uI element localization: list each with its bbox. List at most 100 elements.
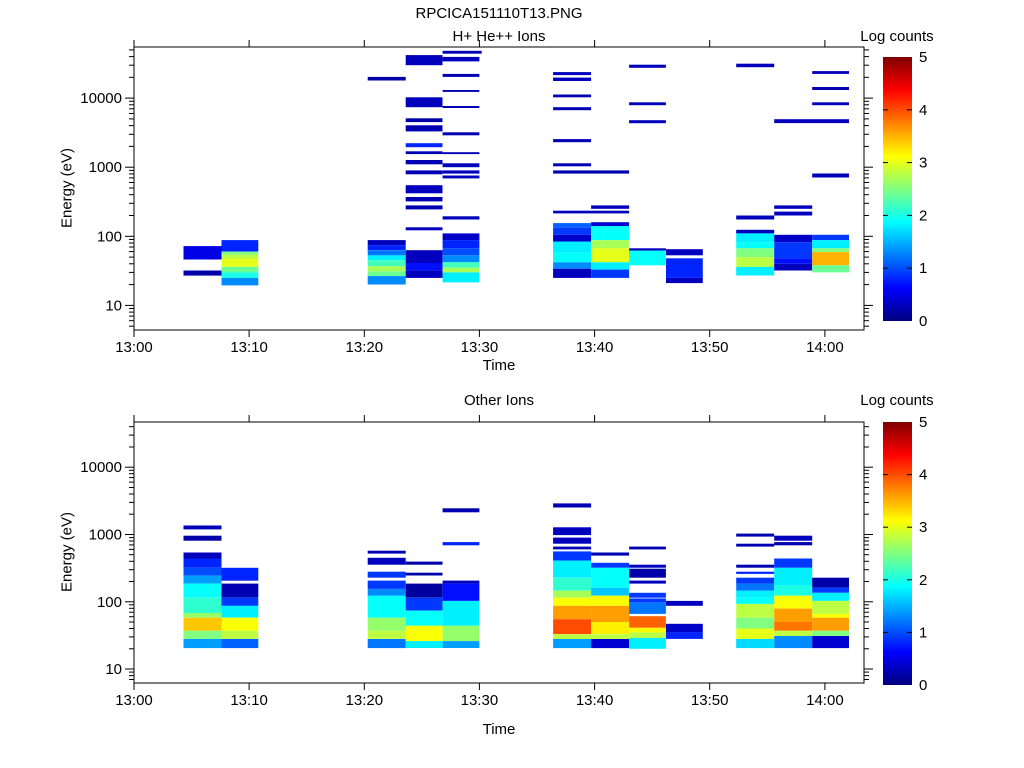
spectrogram-cell xyxy=(367,240,406,246)
panel2-title: Other Ions xyxy=(463,392,535,409)
spectrogram-cell xyxy=(442,106,480,108)
spectrogram-cell xyxy=(812,240,849,249)
spectrogram-cell xyxy=(553,546,592,550)
spectrogram-cell xyxy=(629,592,666,598)
spectrogram-cell xyxy=(367,255,406,261)
spectrogram-cell xyxy=(591,634,630,639)
spectrogram-cell xyxy=(812,71,849,74)
spectrogram-cell xyxy=(367,76,406,81)
spectrogram-cell xyxy=(405,625,443,642)
spectrogram-cell xyxy=(442,90,480,92)
spectrogram-cell xyxy=(774,205,813,209)
spectrogram-cell xyxy=(183,552,222,559)
spectrogram-cell xyxy=(774,542,813,546)
spectrogram-cell xyxy=(442,625,480,642)
spectrogram-cell xyxy=(736,233,775,243)
spectrogram-cell xyxy=(774,119,849,124)
spectrogram-cell xyxy=(183,639,222,649)
spectrogram-cell xyxy=(442,163,480,168)
spectrogram-cell xyxy=(367,276,406,285)
spectrogram-cell xyxy=(736,597,775,604)
colorbar-tick-label: 5 xyxy=(919,414,927,431)
spectrogram-cell xyxy=(442,508,480,513)
y-tick-label: 100 xyxy=(97,228,122,245)
spectrogram-cell xyxy=(736,242,775,249)
spectrogram-cell xyxy=(183,597,222,614)
spectrogram-cell xyxy=(736,628,775,639)
spectrogram-cell xyxy=(221,567,259,581)
spectrogram-cell xyxy=(221,251,259,255)
spectrogram-cell xyxy=(183,246,222,260)
spectrogram-cell xyxy=(221,597,259,606)
spectrogram-cell xyxy=(812,265,849,273)
spectrogram-cell xyxy=(183,567,222,576)
colorbar-tick-label: 2 xyxy=(919,572,927,589)
x-tick-label: 13:50 xyxy=(691,339,729,356)
spectrogram-cell xyxy=(629,568,666,578)
x-tick-label: 13:40 xyxy=(576,339,614,356)
spectrogram-cell xyxy=(629,598,666,603)
spectrogram-cell xyxy=(812,173,849,178)
spectrogram-cell xyxy=(629,632,666,638)
spectrogram-cell xyxy=(812,636,849,649)
spectrogram-cell xyxy=(666,249,703,256)
spectrogram-cell xyxy=(812,234,849,241)
colorbar-1: 0 1 2 3 4 5 xyxy=(883,49,927,330)
spectrogram-cell xyxy=(629,250,666,266)
spectrogram-cell xyxy=(367,595,406,618)
spectrogram-cell xyxy=(183,583,222,598)
spectrogram-cell xyxy=(736,543,775,547)
colorbar2-label: Log counts xyxy=(860,392,934,409)
y-tick-label: 10000 xyxy=(80,459,122,476)
colorbar-tick-label: 1 xyxy=(919,624,927,641)
spectrogram-cell xyxy=(553,551,592,561)
spectrogram-cell xyxy=(629,637,666,649)
colorbar-2: 0 1 2 3 4 5 xyxy=(883,414,927,694)
spectrogram-cell xyxy=(774,630,813,636)
spectrogram-cell xyxy=(629,102,666,106)
spectrogram-cell xyxy=(442,170,480,174)
spectrogram-cell xyxy=(774,567,813,586)
spectrogram-cell xyxy=(736,639,775,649)
spectrogram-cell xyxy=(774,622,813,631)
spectrogram-cell xyxy=(183,613,222,618)
spectrogram-cell xyxy=(183,630,222,639)
spectrogram-cell xyxy=(812,248,849,253)
spectrogram-cell xyxy=(405,125,443,132)
spectrogram-cell xyxy=(442,50,482,54)
y-tick-label: 1000 xyxy=(89,159,122,176)
spectrogram-cell xyxy=(405,55,443,66)
spectrogram-cell xyxy=(553,94,592,98)
spectrogram-cell xyxy=(591,562,630,568)
colorbar-ticks xyxy=(883,109,912,269)
spectrogram-cell xyxy=(183,575,222,584)
spectrogram-cell xyxy=(405,205,443,210)
spectrogram-cell xyxy=(736,577,775,584)
spectrogram-cell xyxy=(553,107,592,111)
spectrogram-cell xyxy=(774,258,813,264)
spectrogram-cell xyxy=(367,617,406,631)
spectrogram-cell xyxy=(591,595,630,606)
spectrogram-cell xyxy=(442,580,480,584)
spectrogram-cell xyxy=(405,583,443,598)
spectrogram-cell xyxy=(183,525,222,530)
spectrogram-cell xyxy=(442,583,480,601)
spectrogram-cell xyxy=(812,587,849,593)
spectrogram-cells xyxy=(183,503,849,649)
spectrogram-cell xyxy=(221,639,259,649)
colorbar-tick-label: 4 xyxy=(919,102,927,119)
spectrogram-cell xyxy=(774,608,813,622)
axis-tick-labels: 13:00 13:10 13:20 13:30 13:40 13:50 14:00 10 100… xyxy=(80,459,843,709)
panel1-x-axis-label: Time xyxy=(482,357,516,374)
spectrogram-cell xyxy=(736,564,775,568)
spectrogram-cell xyxy=(442,233,480,241)
spectrogram-cell xyxy=(812,102,849,106)
spectrogram-cell xyxy=(736,248,775,258)
spectrogram-cell xyxy=(629,248,666,251)
spectrogram-cell xyxy=(405,151,443,155)
spectrogram-cell xyxy=(405,263,443,271)
spectrogram-cell xyxy=(591,639,630,649)
colorbar-tick-label: 2 xyxy=(919,207,927,224)
